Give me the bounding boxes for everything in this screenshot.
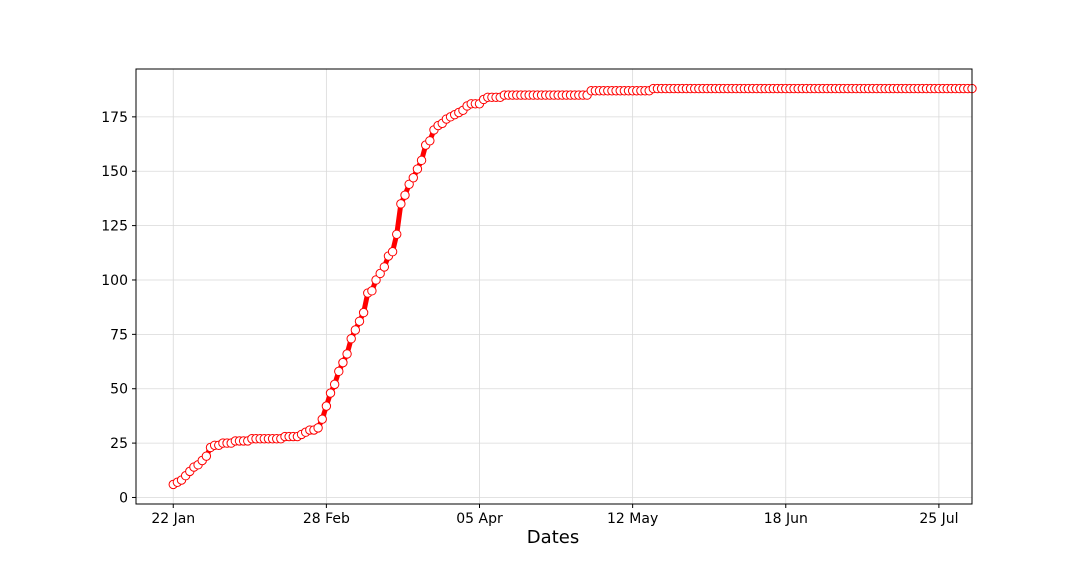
data-point (329, 379, 340, 390)
data-point (392, 229, 402, 240)
y-tick-label: 150 (101, 164, 128, 180)
data-point (425, 136, 435, 146)
data-point (334, 366, 344, 377)
y-tick-label: 50 (110, 382, 128, 398)
x-tick-label: 25 Jul (919, 511, 958, 527)
data-point (346, 334, 356, 344)
data-point (408, 173, 418, 183)
data-point (412, 164, 423, 174)
data-point (375, 268, 385, 279)
x-tick-label: 12 May (607, 511, 658, 527)
data-point (321, 401, 332, 411)
data-point (317, 414, 327, 424)
data-point (400, 190, 410, 200)
x-axis-title: Dates (527, 527, 579, 548)
data-point (354, 316, 365, 326)
x-axis: 22 Jan 28 Feb 05 Apr 12 May 18 Jun 25 Jul (151, 504, 958, 527)
series-line-path (170, 86, 975, 487)
data-point (416, 155, 427, 166)
plot-frame (135, 68, 973, 505)
x-tick-label: 28 Feb (303, 511, 350, 527)
y-tick-label: 100 (101, 273, 128, 289)
data-point (404, 179, 414, 189)
y-tick-label: 125 (101, 219, 128, 235)
y-tick-label: 0 (119, 490, 128, 506)
data-point (342, 349, 352, 359)
grid (136, 69, 972, 504)
y-tick-label: 25 (110, 436, 128, 452)
y-tick-label: 175 (101, 110, 128, 126)
data-point (325, 388, 336, 398)
data-point (358, 307, 369, 318)
x-tick-label: 18 Jun (764, 511, 808, 527)
data-point (313, 423, 323, 433)
y-tick-label: 75 (110, 327, 128, 343)
data-point (371, 275, 381, 285)
data-point (367, 286, 377, 296)
data-point (387, 247, 398, 257)
data-point (350, 325, 361, 335)
series-markers (168, 83, 977, 490)
data-point (396, 199, 406, 209)
data-point (379, 262, 390, 272)
x-tick-label: 05 Apr (456, 511, 503, 527)
data-point (201, 451, 212, 461)
data-point (338, 357, 348, 368)
y-axis: 0 25 50 75 100 125 150 175 (101, 110, 136, 506)
series-line (170, 86, 975, 487)
x-tick-label: 22 Jan (151, 511, 195, 527)
